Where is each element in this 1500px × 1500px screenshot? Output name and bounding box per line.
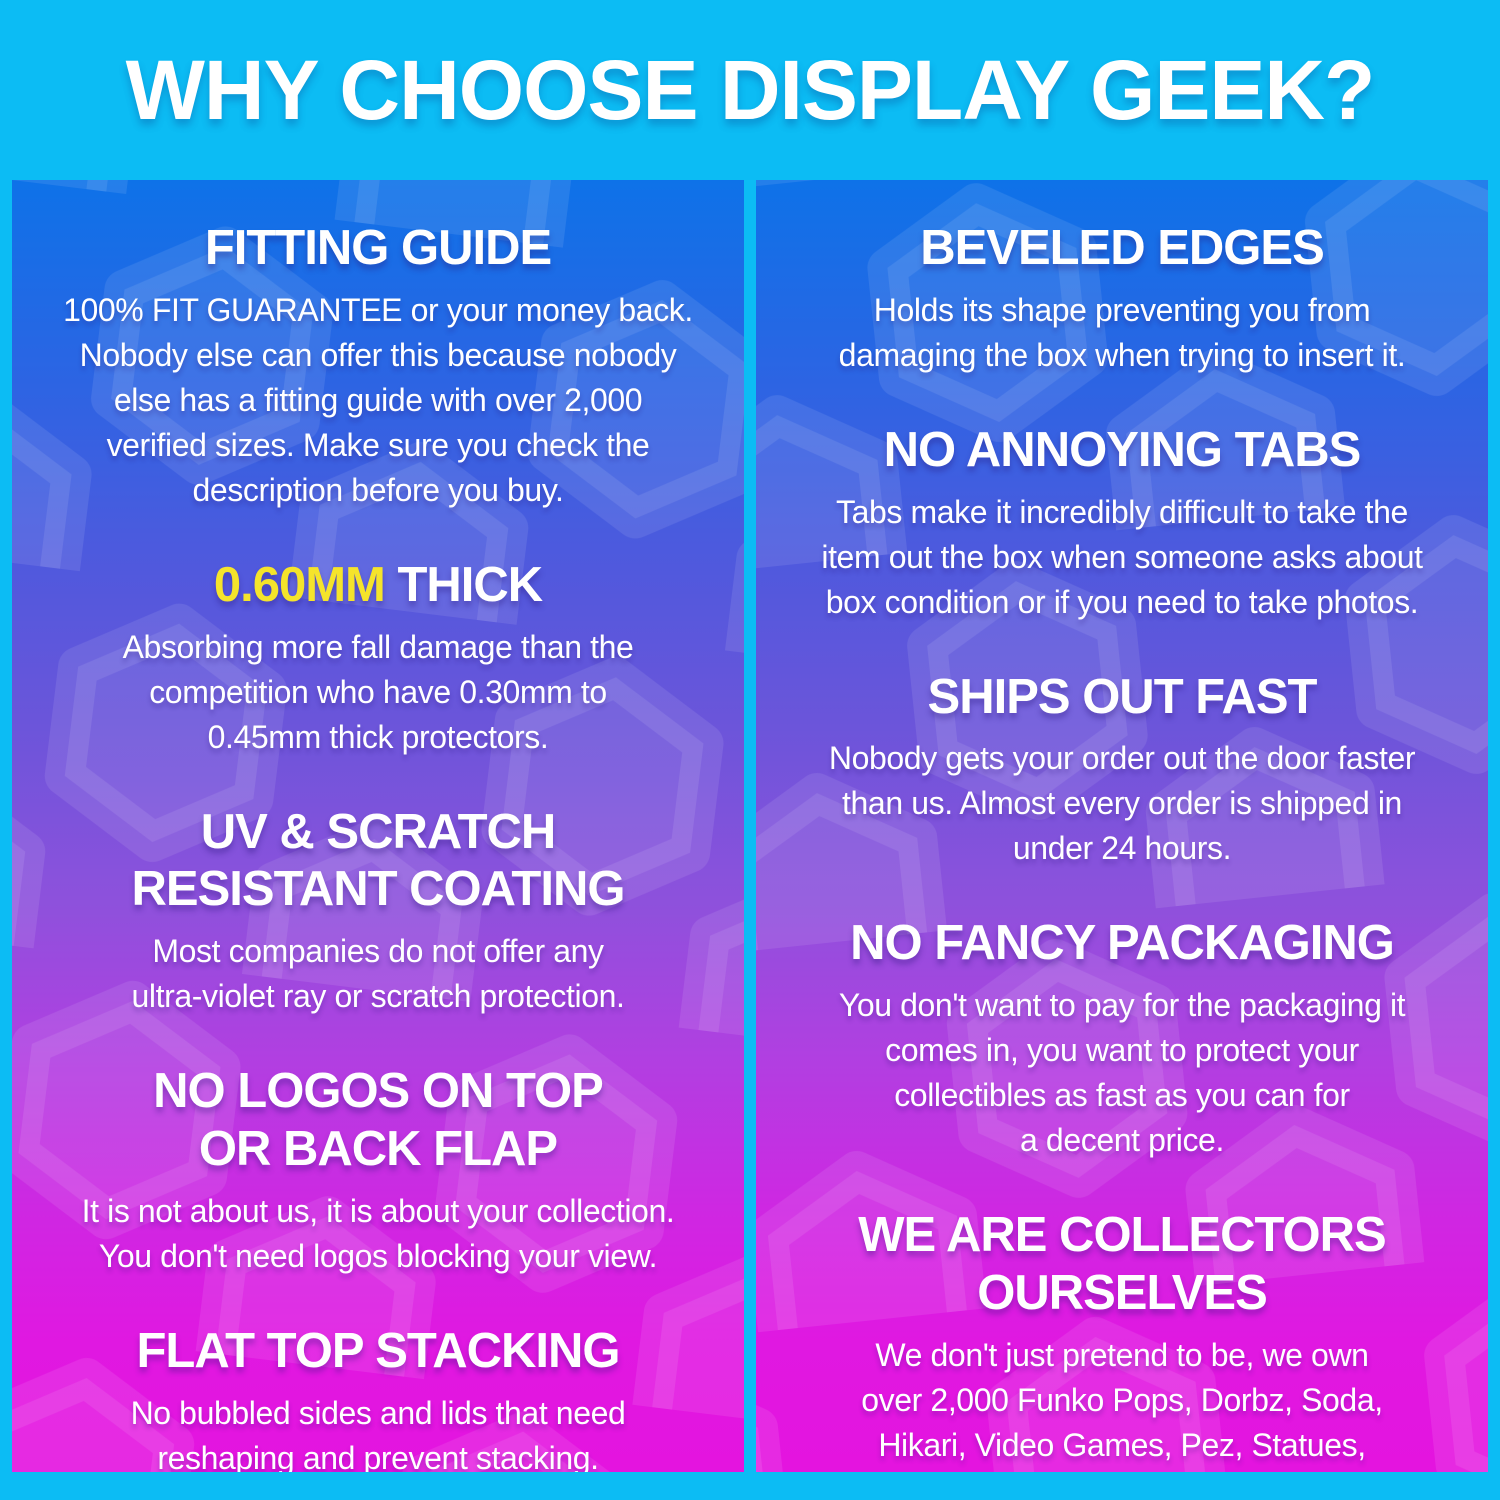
thickness-label: THICK	[384, 557, 543, 612]
section-heading: NO ANNOYING TABS	[883, 422, 1362, 477]
right-sections: BEVELED EDGES Holds its shape preventing…	[756, 180, 1488, 1472]
section-body: We don't just pretend to be, we own over…	[861, 1336, 1383, 1472]
right-panel: BEVELED EDGES Holds its shape preventing…	[756, 180, 1488, 1472]
section-uv-scratch-coating: UV & SCRATCH RESISTANT COATING Most comp…	[24, 804, 732, 1020]
section-body: Tabs make it incredibly difficult to tak…	[821, 493, 1423, 620]
section-ships-out-fast: SHIPS OUT FAST Nobody gets your order ou…	[768, 669, 1476, 872]
thickness-value-highlight: 0.60MM	[213, 557, 386, 612]
section-heading: 0.60MM THICK	[24, 557, 732, 615]
section-body: 100% FIT GUARANTEE or your money back. N…	[63, 291, 693, 508]
section-heading: BEVELED EDGES	[920, 221, 1325, 275]
hexagon-pattern	[756, 180, 1488, 1472]
section-no-annoying-tabs: NO ANNOYING TABS Tabs make it incredibly…	[768, 422, 1476, 625]
section-flat-top-stacking: FLAT TOP STACKING No bubbled sides and l…	[24, 1323, 732, 1472]
section-body: Most companies do not offer any ultra-vi…	[131, 933, 625, 1015]
left-panel: FITTING GUIDE 100% FIT GUARANTEE or your…	[12, 180, 744, 1472]
section-beveled-edges: BEVELED EDGES Holds its shape preventing…	[768, 220, 1476, 378]
section-body: It is not about us, it is about your col…	[81, 1192, 675, 1274]
section-heading: FLAT TOP STACKING	[136, 1323, 621, 1378]
section-heading: UV & SCRATCH RESISTANT COATING	[131, 804, 626, 917]
left-sections: FITTING GUIDE 100% FIT GUARANTEE or your…	[12, 180, 744, 1472]
section-no-fancy-packaging: NO FANCY PACKAGING You don't want to pay…	[768, 915, 1476, 1163]
section-heading: FITTING GUIDE	[204, 221, 552, 275]
section-fitting-guide: FITTING GUIDE 100% FIT GUARANTEE or your…	[24, 220, 732, 513]
content-columns: FITTING GUIDE 100% FIT GUARANTEE or your…	[12, 180, 1488, 1472]
section-body: No bubbled sides and lids that need resh…	[130, 1394, 626, 1472]
section-body: You don't want to pay for the packaging …	[838, 987, 1406, 1159]
section-heading: WE ARE COLLECTORS OURSELVES	[858, 1208, 1386, 1321]
section-body: Absorbing more fall damage than the comp…	[122, 628, 634, 755]
section-thickness: 0.60MM THICK Absorbing more fall damage …	[24, 557, 732, 760]
section-we-are-collectors: WE ARE COLLECTORS OURSELVES We don't jus…	[768, 1207, 1476, 1472]
header-band: WHY CHOOSE DISPLAY GEEK?	[0, 0, 1500, 180]
section-body: Holds its shape preventing you from dama…	[838, 291, 1406, 373]
section-no-logos: NO LOGOS ON TOP OR BACK FLAP It is not a…	[24, 1063, 732, 1279]
page-title: WHY CHOOSE DISPLAY GEEK?	[125, 42, 1376, 137]
section-heading: NO LOGOS ON TOP OR BACK FLAP	[153, 1064, 604, 1177]
hexagon-pattern	[12, 180, 744, 1472]
section-heading: SHIPS OUT FAST	[927, 669, 1318, 724]
section-body: Nobody gets your order out the door fast…	[828, 740, 1416, 867]
section-heading: NO FANCY PACKAGING	[850, 916, 1395, 971]
